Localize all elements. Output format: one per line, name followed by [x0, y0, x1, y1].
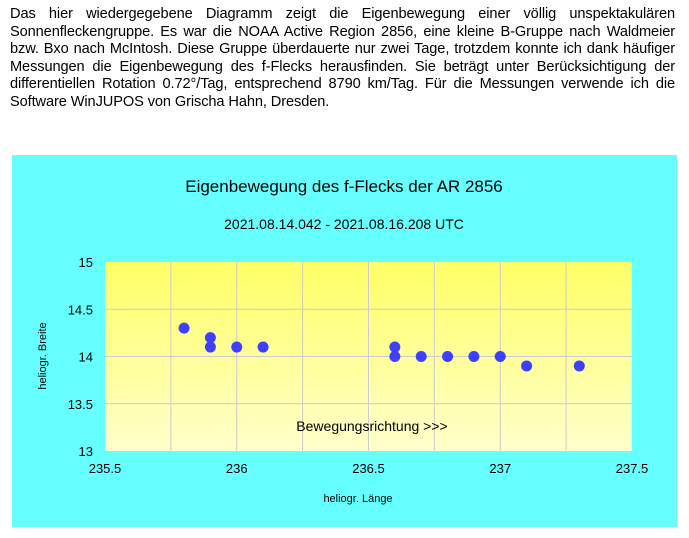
data-point — [389, 341, 401, 353]
data-point — [494, 351, 506, 362]
data-point — [415, 351, 427, 362]
y-tick-label: 15 — [79, 255, 93, 270]
data-point — [231, 341, 243, 353]
x-tick-label: 236 — [226, 461, 248, 476]
data-point — [573, 360, 585, 372]
y-axis-label: heliogr. Breite — [37, 322, 49, 389]
data-point — [204, 332, 216, 344]
data-point — [389, 351, 401, 362]
y-tick-label: 13 — [79, 444, 93, 459]
intro-paragraph: Das hier wiedergegebene Diagramm zeigt d… — [10, 6, 675, 110]
data-point — [442, 351, 454, 362]
data-point — [521, 360, 533, 372]
chart-title: Eigenbewegung des f-Flecks der AR 2856 — [185, 177, 503, 196]
x-axis-label: heliogr. Länge — [323, 493, 392, 505]
x-tick-label: 237 — [489, 461, 511, 476]
chart-subtitle: 2021.08.14.042 - 2021.08.16.208 UTC — [224, 216, 464, 232]
y-tick-label: 13.5 — [68, 397, 93, 412]
data-point — [468, 351, 480, 362]
x-tick-label: 235.5 — [89, 461, 122, 476]
data-point — [178, 322, 190, 334]
x-tick-label: 237.5 — [616, 461, 649, 476]
data-point — [257, 341, 269, 353]
y-tick-label: 14 — [79, 350, 93, 365]
y-tick-label: 14.5 — [68, 302, 93, 317]
direction-annotation: Bewegungsrichtung >>> — [296, 418, 447, 434]
x-tick-label: 236.5 — [352, 461, 385, 476]
data-point — [204, 341, 216, 353]
